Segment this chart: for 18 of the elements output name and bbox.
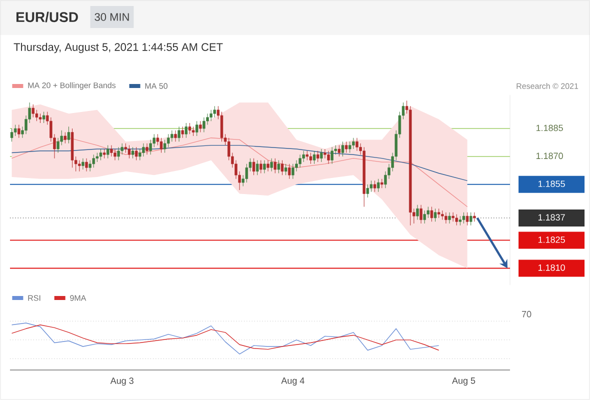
legend-label: MA 20 + Bollinger Bands: [28, 82, 116, 90]
y-tick-label: 1.1885: [536, 124, 563, 132]
x-tick-label: Aug 4: [281, 378, 304, 386]
chart-title: EUR/USD: [16, 12, 78, 22]
y-tick-label: 1.1870: [536, 152, 563, 160]
y-tick-label: 1.1855: [538, 180, 565, 188]
legend-label: RSI: [28, 295, 40, 301]
y-tick-label: 1.1825: [538, 236, 565, 243]
text: Thursday, August 5, 2021 1:44:55 AM CET: [14, 42, 223, 54]
legend-label: 9MA: [70, 295, 86, 301]
x-tick-label: Aug 3: [110, 378, 134, 386]
text: 70: [522, 310, 532, 318]
x-tick-label: Aug 5: [452, 378, 476, 386]
legend-label: MA 50: [145, 83, 168, 89]
chart-subtitle: 30 MIN: [94, 13, 129, 21]
text: Research © 2021: [516, 83, 578, 89]
y-tick-label: 1.1810: [538, 264, 565, 271]
y-tick-label: 1.1837: [538, 214, 565, 221]
